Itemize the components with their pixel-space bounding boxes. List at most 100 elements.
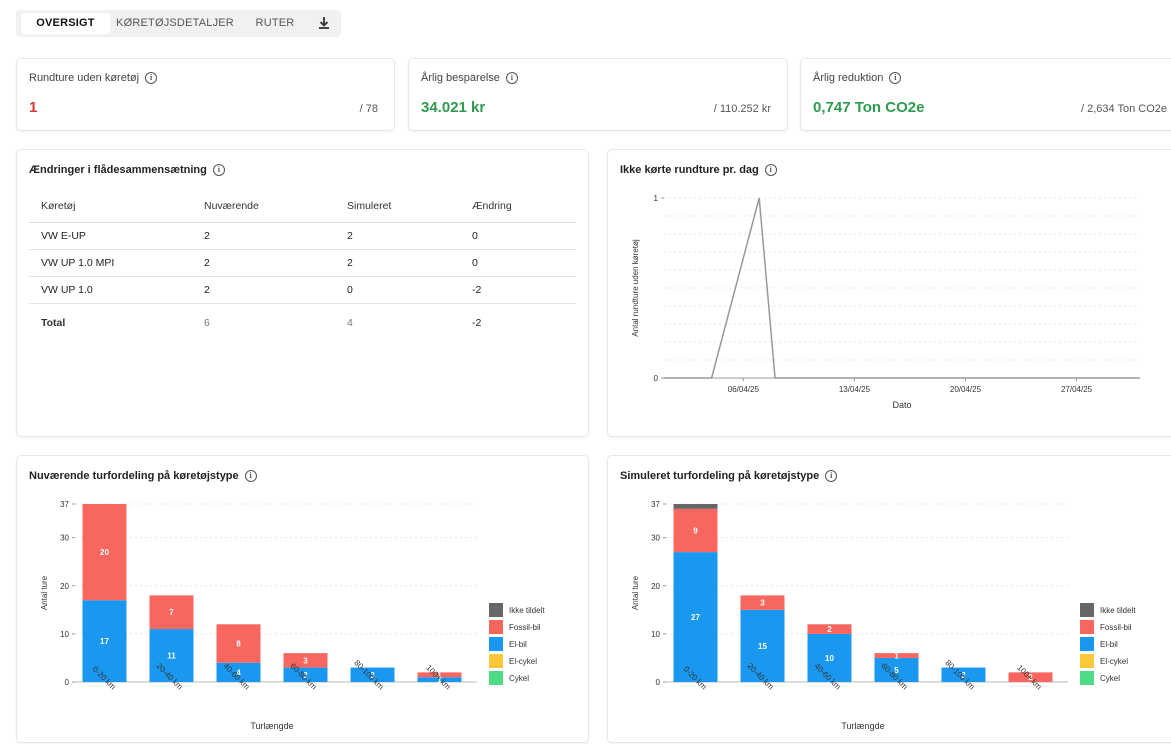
bar-segment[interactable]	[874, 657, 919, 682]
bar-segment[interactable]	[82, 504, 127, 601]
line-chart: 0 1 06/04/25 13/04/25 20/04/25 27/04/25 Dato An…	[631, 194, 1140, 410]
series-line	[664, 197, 1140, 379]
bar-segment[interactable]	[740, 595, 785, 610]
bar-segment[interactable]	[350, 667, 395, 682]
tab-ruter[interactable]: RUTER	[255, 17, 295, 29]
table-cell: -2	[460, 276, 576, 304]
x-axis-label: Turlængde	[250, 721, 293, 731]
info-icon[interactable]: i	[244, 470, 257, 483]
bar-segment[interactable]	[149, 595, 194, 630]
y-axis-label: Antal ture	[631, 575, 640, 610]
info-icon[interactable]: i	[145, 72, 158, 85]
info-icon[interactable]: i	[505, 72, 518, 85]
legend-swatch	[1080, 654, 1094, 668]
bar-segment[interactable]	[673, 504, 718, 509]
view-tabs: OVERSIGT KØRETØJSDETALJER RUTER	[16, 10, 341, 37]
bar-segment[interactable]	[673, 508, 718, 553]
table-cell: VW E-UP	[29, 222, 192, 250]
y-tick-label: 30	[60, 534, 69, 543]
info-icon[interactable]: i	[825, 470, 838, 483]
legend-swatch	[1080, 603, 1094, 617]
bar-segment[interactable]	[740, 609, 785, 682]
bar-segment[interactable]	[807, 624, 852, 634]
table-cell: Total	[41, 317, 66, 330]
card-title: Ikke kørte rundture pr. dag	[620, 164, 759, 176]
table-cell: 6	[204, 317, 210, 330]
table-cell: -2	[472, 317, 482, 330]
x-tick-label: 20/04/25	[950, 385, 982, 394]
info-icon[interactable]: i	[764, 164, 777, 177]
card-title: Nuværende turfordeling på køretøjstype	[29, 470, 239, 482]
y-tick-label: 0	[654, 374, 659, 383]
line-chart-card: Ikke kørte rundture pr. dag i 0 1 06/04/25 1…	[607, 149, 1171, 437]
legend-label: Fossil-bil	[1100, 623, 1132, 632]
bar-segment[interactable]	[673, 552, 718, 682]
legend-swatch	[489, 603, 503, 617]
table-total-row: Total 6 4 -2	[29, 303, 576, 343]
bar-segment[interactable]	[283, 653, 328, 668]
kpi-card-savings: Årlig besparelse i 34.021 kr / 110.252 kr	[408, 58, 788, 131]
legend-label: El-bil	[509, 640, 527, 649]
y-axis-label: Antal rundture uden køretøj	[631, 239, 640, 337]
data-label: 3	[370, 671, 375, 680]
kpi-title: Rundture uden køretøj	[29, 72, 140, 84]
table-cell: 0	[460, 249, 576, 277]
x-axis-label: Turlængde	[841, 721, 884, 731]
legend-label: Ikke tildelt	[1100, 606, 1136, 615]
data-label: 3	[760, 599, 765, 608]
table-cell: VW UP 1.0 MPI	[29, 249, 192, 277]
y-tick-label: 0	[65, 678, 70, 687]
kpi-card-roundtrips: Rundture uden køretøj i 1 / 78	[16, 58, 395, 131]
data-label: 17	[100, 637, 109, 646]
data-label: 10	[825, 654, 834, 663]
legend-swatch	[1080, 671, 1094, 685]
bar-segment[interactable]	[82, 600, 127, 682]
table-cell: VW UP 1.0	[29, 276, 192, 304]
data-label: 1	[894, 652, 899, 661]
current-distribution-card: Nuværende turfordeling på køretøjstype i …	[16, 455, 589, 743]
kpi-title: Årlig besparelse	[421, 72, 500, 84]
download-icon[interactable]	[316, 15, 332, 31]
bar-segment[interactable]	[216, 624, 261, 663]
simulated-distribution-card: Simuleret turfordeling på køretøjstype i …	[607, 455, 1171, 743]
bar-segment[interactable]	[417, 672, 462, 678]
bar-segment[interactable]	[807, 633, 852, 682]
legend-label: El-cykel	[509, 657, 537, 666]
bar-segment[interactable]	[417, 677, 462, 682]
kpi-card-reduction: Årlig reduktion i 0,747 Ton CO2e / 2,634 …	[800, 58, 1171, 131]
data-label: 27	[691, 613, 700, 622]
info-icon[interactable]: i	[212, 164, 225, 177]
bar-segment[interactable]	[216, 662, 261, 682]
table-row: VW UP 1.0 MPI 2 2 0	[29, 249, 576, 277]
tab-koretojsdetaljer[interactable]: KØRETØJSDETALJER	[116, 17, 234, 29]
x-axis-label: Dato	[892, 400, 911, 410]
legend-swatch	[489, 620, 503, 634]
bar-segment[interactable]	[941, 667, 986, 682]
y-tick-label: 10	[651, 630, 660, 639]
data-label: 1	[437, 676, 442, 685]
bar-segment[interactable]	[1008, 672, 1053, 682]
data-label: 11	[167, 652, 176, 661]
bar-segment[interactable]	[283, 667, 328, 682]
data-label: 3	[961, 671, 966, 680]
legend-label: Cykel	[1100, 674, 1120, 683]
data-label: 2	[1028, 673, 1033, 682]
bar-segment[interactable]	[149, 629, 194, 682]
legend-swatch	[489, 654, 503, 668]
table-header-row: Køretøj Nuværende Simuleret Ændring	[29, 190, 576, 223]
data-label: 7	[169, 608, 174, 617]
table-cell: 2	[192, 222, 335, 250]
legend-label: El-cykel	[1100, 657, 1128, 666]
kpi-value: 0,747 Ton CO2e	[813, 99, 925, 116]
fleet-table: Køretøj Nuværende Simuleret Ændring VW E…	[29, 190, 576, 343]
y-tick-label: 37	[651, 500, 660, 509]
bar-segment[interactable]	[874, 653, 919, 658]
legend-swatch	[1080, 620, 1094, 634]
info-icon[interactable]: i	[889, 72, 902, 85]
data-label: 5	[894, 666, 899, 675]
kpi-value: 34.021 kr	[421, 99, 486, 116]
data-label: 4	[236, 668, 241, 677]
tab-oversigt[interactable]: OVERSIGT	[21, 13, 110, 34]
table-cell: 4	[347, 317, 353, 330]
legend-label: Fossil-bil	[509, 623, 541, 632]
